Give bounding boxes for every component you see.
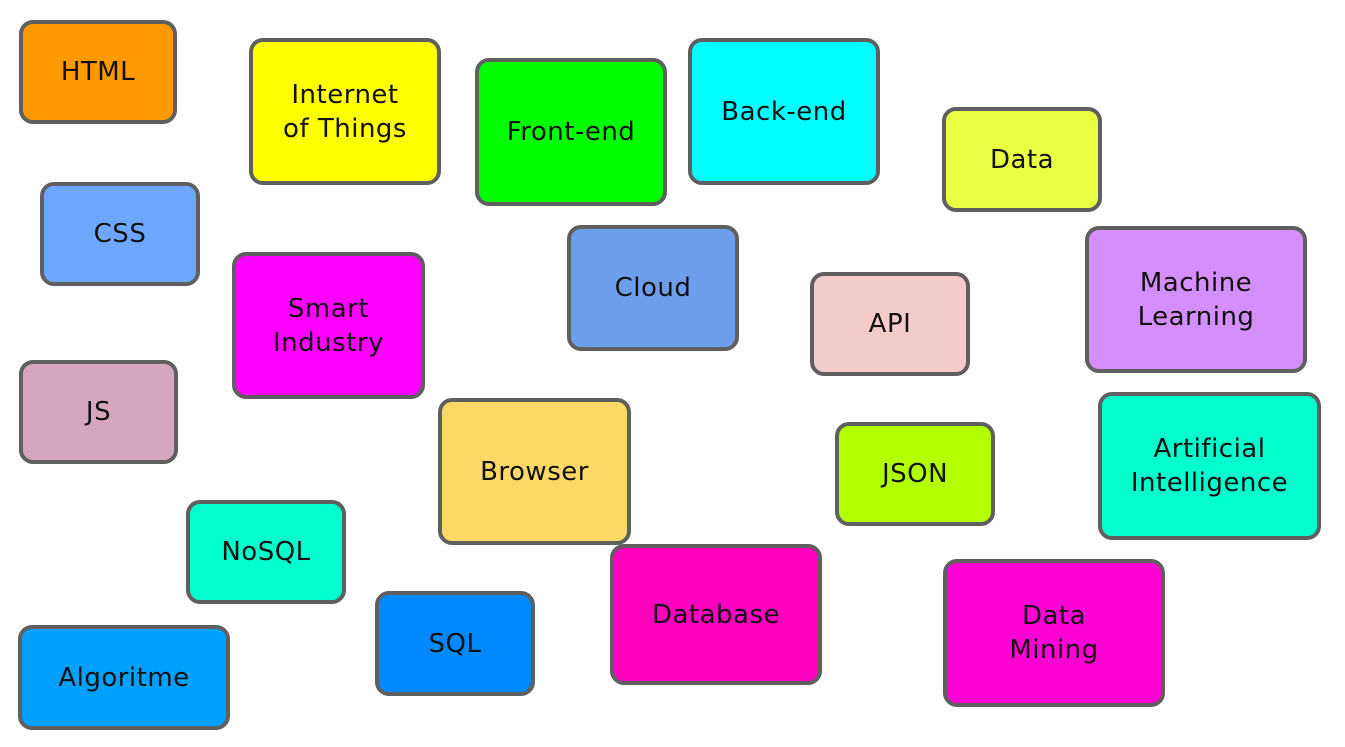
box-back-end: Back-end	[688, 38, 880, 185]
box-machine-learning: Machine Learning	[1085, 226, 1307, 373]
box-internet-of-things: Internet of Things	[249, 38, 441, 185]
box-data: Data	[942, 107, 1102, 212]
box-browser: Browser	[438, 398, 631, 545]
box-artificial-intelligence: Artificial Intelligence	[1098, 392, 1321, 540]
box-json: JSON	[835, 422, 995, 526]
box-html: HTML	[19, 20, 177, 124]
box-cloud: Cloud	[567, 225, 739, 351]
box-smart-industry: Smart Industry	[232, 252, 425, 399]
box-sql: SQL	[375, 591, 535, 696]
box-database: Database	[610, 544, 822, 685]
box-js: JS	[19, 360, 178, 464]
box-front-end: Front-end	[475, 58, 667, 206]
box-css: CSS	[40, 182, 200, 286]
box-data-mining: Data Mining	[943, 559, 1165, 707]
box-algoritme: Algoritme	[18, 625, 230, 730]
box-api: API	[810, 272, 970, 376]
box-nosql: NoSQL	[186, 500, 346, 604]
